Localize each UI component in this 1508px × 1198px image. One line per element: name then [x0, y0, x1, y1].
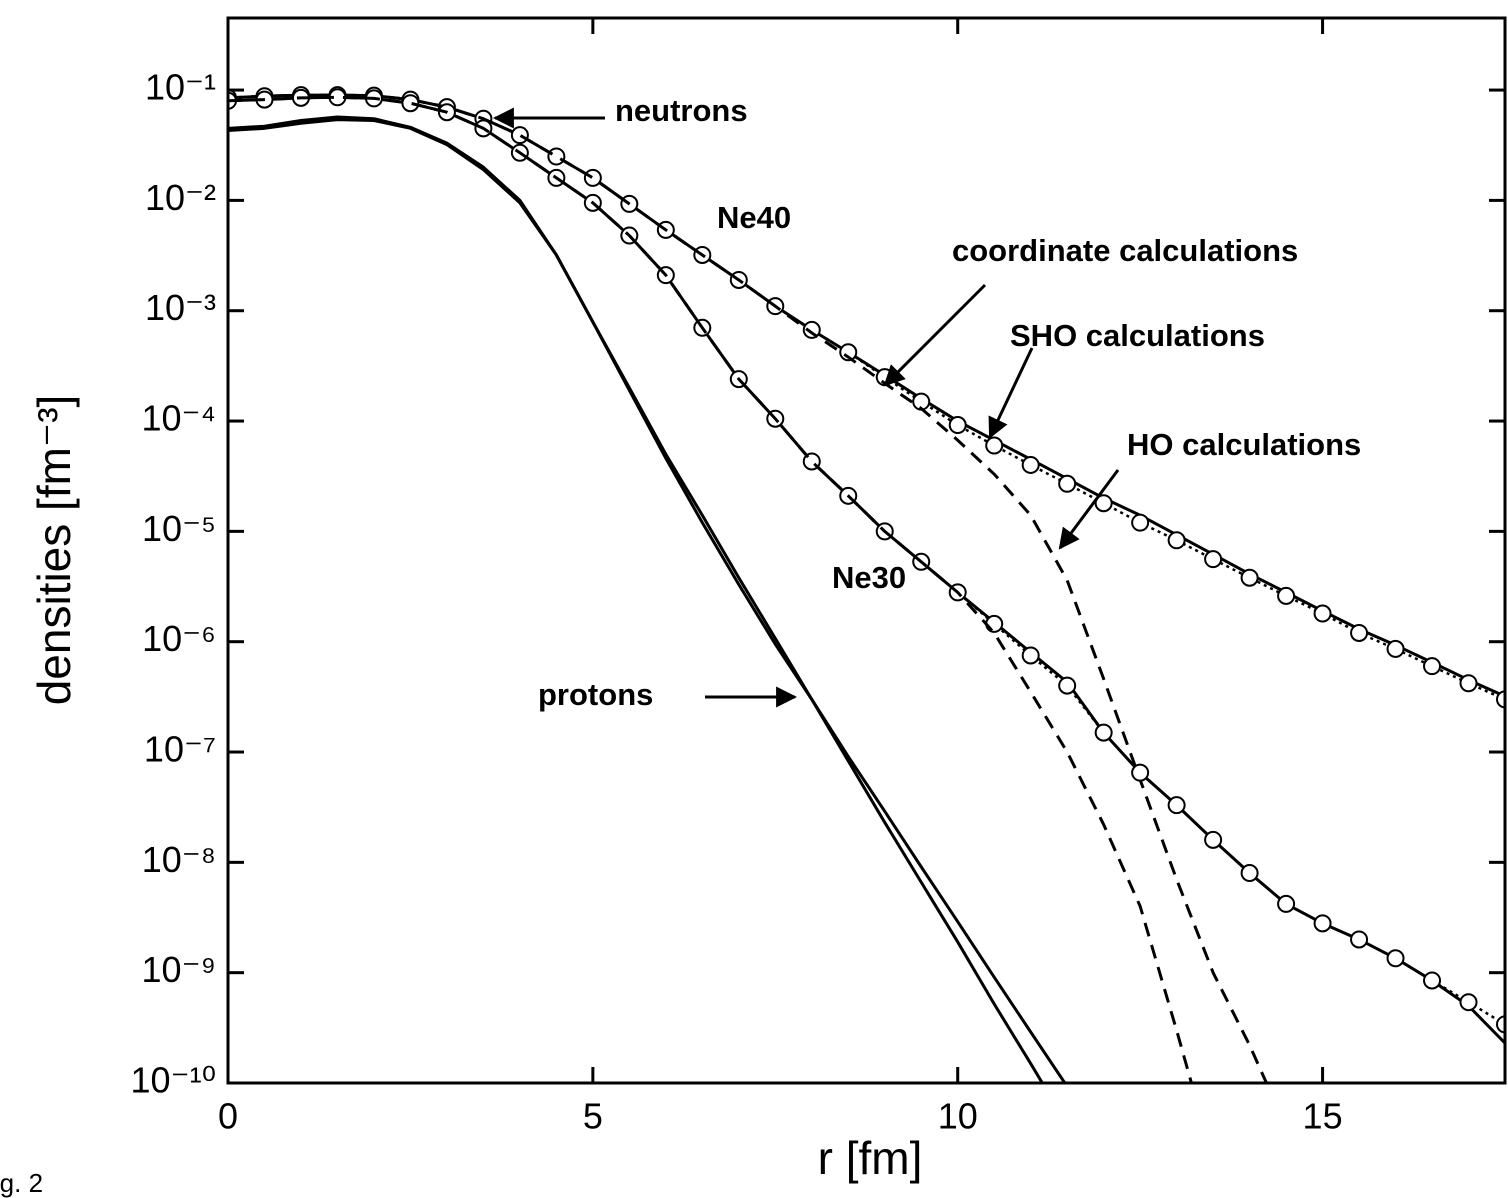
series-line	[228, 93, 1505, 701]
data-point	[1350, 623, 1369, 642]
annotation: HO calculations	[1127, 427, 1361, 462]
data-point	[1021, 455, 1040, 474]
annotation: coordinate calculations	[952, 233, 1298, 268]
y-tick-label: 10⁻⁹	[142, 949, 216, 990]
data-point	[1240, 864, 1259, 883]
data-point	[1204, 830, 1223, 849]
data-point	[1496, 1015, 1505, 1034]
plot-frame	[226, 16, 1507, 1085]
data-point	[1021, 646, 1040, 665]
data-point	[510, 126, 529, 145]
data-point	[1459, 993, 1478, 1012]
annotation: protons	[538, 677, 653, 712]
axes: 0 5 10 15 10⁻¹⁰ 10⁻⁹ 10⁻⁸ 10⁻⁷ 10⁻⁶ 10⁻⁵ 10⁻⁴ 10⁻³ 1…	[131, 18, 1505, 1137]
x-tick-label: 5	[583, 1096, 603, 1137]
data-point	[1386, 949, 1405, 968]
y-tick-label: 10⁻³	[145, 287, 216, 328]
series-line	[228, 95, 1193, 1083]
data-point	[1167, 531, 1186, 550]
data-point	[1459, 674, 1478, 693]
y-tick-label: 10⁻⁸	[142, 839, 216, 880]
series-line	[228, 93, 1269, 1083]
y-axis-label: densities [fm⁻³]	[28, 395, 80, 706]
data-point	[1350, 930, 1369, 949]
series-line	[228, 93, 1505, 698]
y-tick-label: 10⁻⁵	[142, 508, 216, 549]
annotation: Ne30	[832, 560, 906, 595]
plot-area	[228, 86, 1505, 1083]
data-point	[1423, 971, 1442, 990]
y-tick-label: 10⁻¹⁰	[131, 1060, 216, 1101]
x-axis-label: r [fm]	[818, 1132, 923, 1184]
data-point	[1204, 550, 1223, 569]
data-point	[985, 614, 1004, 633]
annotation: Ne40	[717, 200, 791, 235]
arrow	[1058, 469, 1120, 550]
data-point	[547, 147, 566, 166]
data-point	[1277, 586, 1296, 605]
y-tick-label: 10⁻⁶	[142, 618, 216, 659]
x-tick-label: 0	[218, 1096, 238, 1137]
data-point	[1167, 796, 1186, 815]
y-tick-label: 10⁻⁷	[144, 729, 216, 770]
annotation: SHO calculations	[1010, 318, 1265, 353]
data-point	[1131, 513, 1150, 532]
x-tick-label: 10	[938, 1096, 978, 1137]
data-point	[1496, 690, 1505, 709]
y-tick-label: 10⁻¹	[145, 67, 216, 108]
data-point	[1058, 474, 1077, 493]
data-point	[1240, 568, 1259, 587]
data-point	[1277, 894, 1296, 913]
y-tick-label: 10⁻²	[145, 177, 216, 218]
series-line	[228, 118, 1067, 1083]
data-point	[839, 343, 858, 362]
annotation: neutrons	[615, 93, 748, 128]
data-point	[1313, 604, 1332, 623]
data-point	[1094, 723, 1113, 742]
series-line	[228, 115, 1045, 1083]
data-point	[985, 436, 1004, 455]
data-point	[1058, 676, 1077, 695]
arrow	[883, 283, 987, 387]
data-point	[583, 168, 602, 187]
x-tick-label: 15	[1303, 1096, 1343, 1137]
data-point	[1094, 494, 1113, 513]
data-point	[1313, 914, 1332, 933]
data-point	[1386, 639, 1405, 658]
data-point	[948, 416, 967, 435]
data-point	[1423, 657, 1442, 676]
arrow	[988, 347, 1034, 439]
figure-label: Fig. 2	[0, 1168, 43, 1198]
y-tick-label: 10⁻⁴	[141, 398, 216, 439]
data-point	[1131, 763, 1150, 782]
